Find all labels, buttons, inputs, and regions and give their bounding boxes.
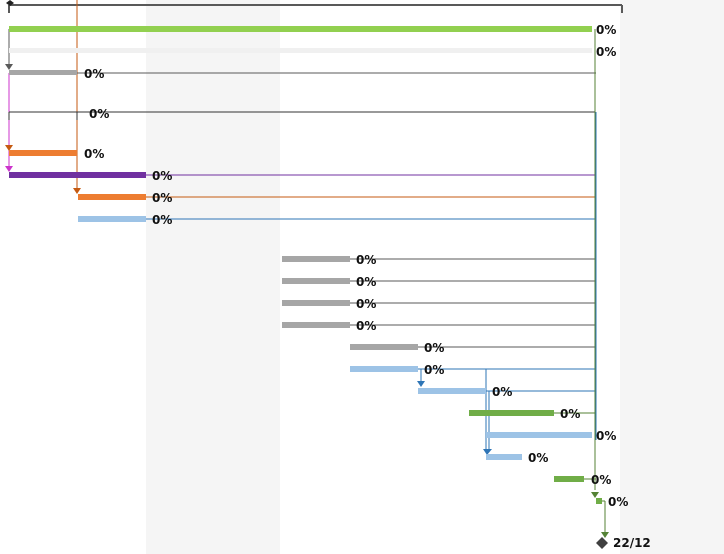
dependency-arrow-icon	[417, 381, 425, 387]
dependency-arrow-icon	[5, 145, 13, 151]
task-progress-label: 0%	[608, 495, 629, 509]
connector-lines	[77, 72, 596, 414]
task-progress-label: 0%	[596, 429, 617, 443]
summary-progress-label: 0%	[596, 45, 617, 59]
task-bar[interactable]	[78, 216, 146, 222]
task-progress-label: 0%	[89, 107, 110, 121]
project-summary-bar[interactable]	[9, 26, 592, 32]
summary-track	[9, 48, 592, 53]
task-bar[interactable]	[9, 172, 146, 178]
task-progress-label: 0%	[528, 451, 549, 465]
dependency-arrow-icon	[5, 64, 13, 70]
task-bar[interactable]	[350, 344, 418, 350]
task-bar[interactable]	[78, 194, 146, 200]
task-progress-label: 0%	[356, 297, 377, 311]
task-bar[interactable]	[469, 410, 554, 416]
task-bar[interactable]	[282, 256, 350, 262]
task-bar[interactable]	[282, 322, 350, 328]
task-bar[interactable]	[9, 70, 77, 75]
top-milestone-icon	[6, 0, 14, 6]
task-progress-label: 0%	[84, 67, 105, 81]
task-progress-label: 0%	[560, 407, 581, 421]
summary-bracket	[8, 4, 623, 13]
project-progress-label: 0%	[596, 23, 617, 37]
task-progress-label: 0%	[356, 253, 377, 267]
task-bar[interactable]	[350, 366, 418, 372]
dependency-arrow-icon	[601, 532, 609, 538]
task-progress-label: 0%	[424, 363, 445, 377]
weekend-band	[146, 0, 280, 554]
dependency-arrow-icon	[5, 166, 13, 172]
milestone-date-label: 22/12	[613, 536, 651, 550]
task-bar[interactable]	[418, 388, 486, 394]
task-progress-label: 0%	[591, 473, 612, 487]
task-bar[interactable]	[596, 498, 602, 504]
task-progress-label: 0%	[492, 385, 513, 399]
task-progress-label: 0%	[356, 275, 377, 289]
task-bar[interactable]	[486, 454, 522, 460]
task-bar[interactable]	[9, 150, 77, 156]
task-progress-label: 0%	[424, 341, 445, 355]
group-bracket	[8, 111, 595, 120]
dependency-arrow-icon	[591, 492, 599, 498]
task-bar[interactable]	[486, 432, 592, 438]
dependency-arrow-icon	[73, 188, 81, 194]
task-bar[interactable]	[554, 476, 584, 482]
task-bar[interactable]	[282, 278, 350, 284]
task-progress-label: 0%	[356, 319, 377, 333]
right-band	[620, 0, 724, 554]
task-progress-label: 0%	[84, 147, 105, 161]
task-progress-label: 0%	[152, 191, 173, 205]
dependency-arrow-icon	[483, 449, 492, 455]
task-progress-label: 0%	[152, 169, 173, 183]
diamond-milestone-icon	[596, 537, 608, 549]
task-progress-label: 0%	[152, 213, 173, 227]
task-bar[interactable]	[282, 300, 350, 306]
